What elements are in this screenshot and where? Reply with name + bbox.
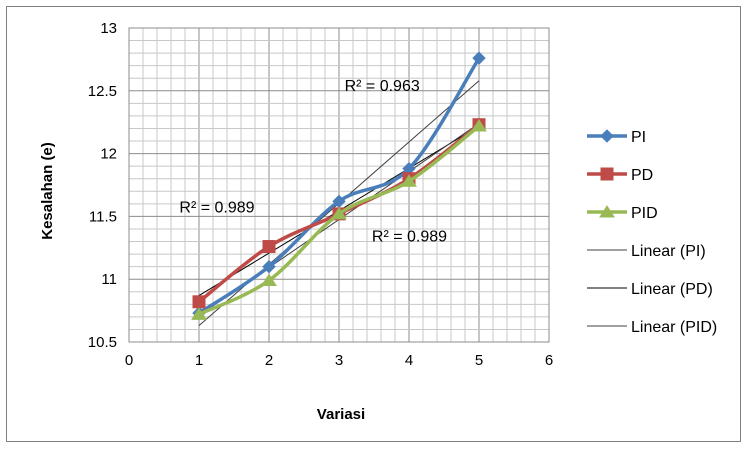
x-tick-label: 4: [405, 352, 413, 369]
data-point-pid: [191, 307, 207, 320]
y-tick-label: 12.5: [88, 83, 117, 100]
legend-label: PID: [631, 205, 658, 222]
series-pi: [192, 51, 486, 320]
legend-label: Linear (PI): [631, 243, 706, 260]
x-tick-label: 1: [195, 352, 203, 369]
legend-label: Linear (PD): [631, 281, 713, 298]
y-tick-label: 10.5: [88, 334, 117, 351]
legend-label: PI: [631, 129, 646, 146]
series-layer: [191, 51, 487, 320]
legend-label: Linear (PID): [631, 319, 717, 336]
legend: PI PD PID Linear (PI) Linear (PD) Linear (PID…: [587, 129, 717, 336]
legend-marker: [599, 205, 615, 218]
legend-marker: [600, 129, 614, 143]
y-tick-label: 11: [101, 271, 117, 288]
legend-item-pid: PID: [587, 205, 658, 222]
legend-marker: [600, 167, 614, 181]
data-point-pi: [472, 51, 486, 65]
x-tick-label: 2: [265, 352, 273, 369]
y-tick-label: 12: [100, 146, 117, 163]
annotation-layer: R² = 0.963 R² = 0.989 R² = 0.989: [179, 78, 447, 246]
legend-label: PD: [631, 167, 653, 184]
x-tick-label: 0: [125, 352, 133, 369]
series-pid: [191, 119, 487, 320]
legend-item-linear-pd: Linear (PD): [587, 281, 713, 298]
data-point-pid: [331, 206, 347, 220]
data-point-pid: [471, 119, 487, 132]
r-squared-annotation: R² = 0.989: [372, 229, 447, 246]
y-tick-label: 13: [100, 20, 117, 37]
grid-layer: [128, 27, 550, 343]
y-tick-label: 11.5: [89, 208, 117, 225]
data-point-pd: [192, 295, 206, 309]
legend-item-pi: PI: [587, 129, 646, 146]
y-axis-label: Kesalahan (e): [39, 142, 56, 240]
x-axis-label: Variasi: [317, 406, 365, 423]
data-point-pi: [262, 259, 276, 274]
data-point-pd: [262, 240, 276, 254]
r-squared-annotation: R² = 0.963: [345, 78, 420, 95]
plot-border: [128, 27, 550, 343]
legend-item-linear-pid: Linear (PID): [587, 319, 717, 336]
chart-frame: 0 1 2 3 4 5 6 10.5 11 11.5 12 12.5 13 R² = 0.963 R² =…: [6, 6, 741, 442]
data-point-pid: [261, 273, 277, 286]
legend-item-linear-pi: Linear (PI): [587, 243, 706, 260]
x-tick-label: 5: [475, 352, 483, 369]
legend-item-pd: PD: [587, 167, 653, 184]
x-tick-label: 3: [335, 352, 343, 369]
data-point-pid: [401, 174, 417, 187]
r-squared-annotation: R² = 0.989: [179, 200, 254, 217]
x-tick-label: 6: [545, 352, 553, 369]
